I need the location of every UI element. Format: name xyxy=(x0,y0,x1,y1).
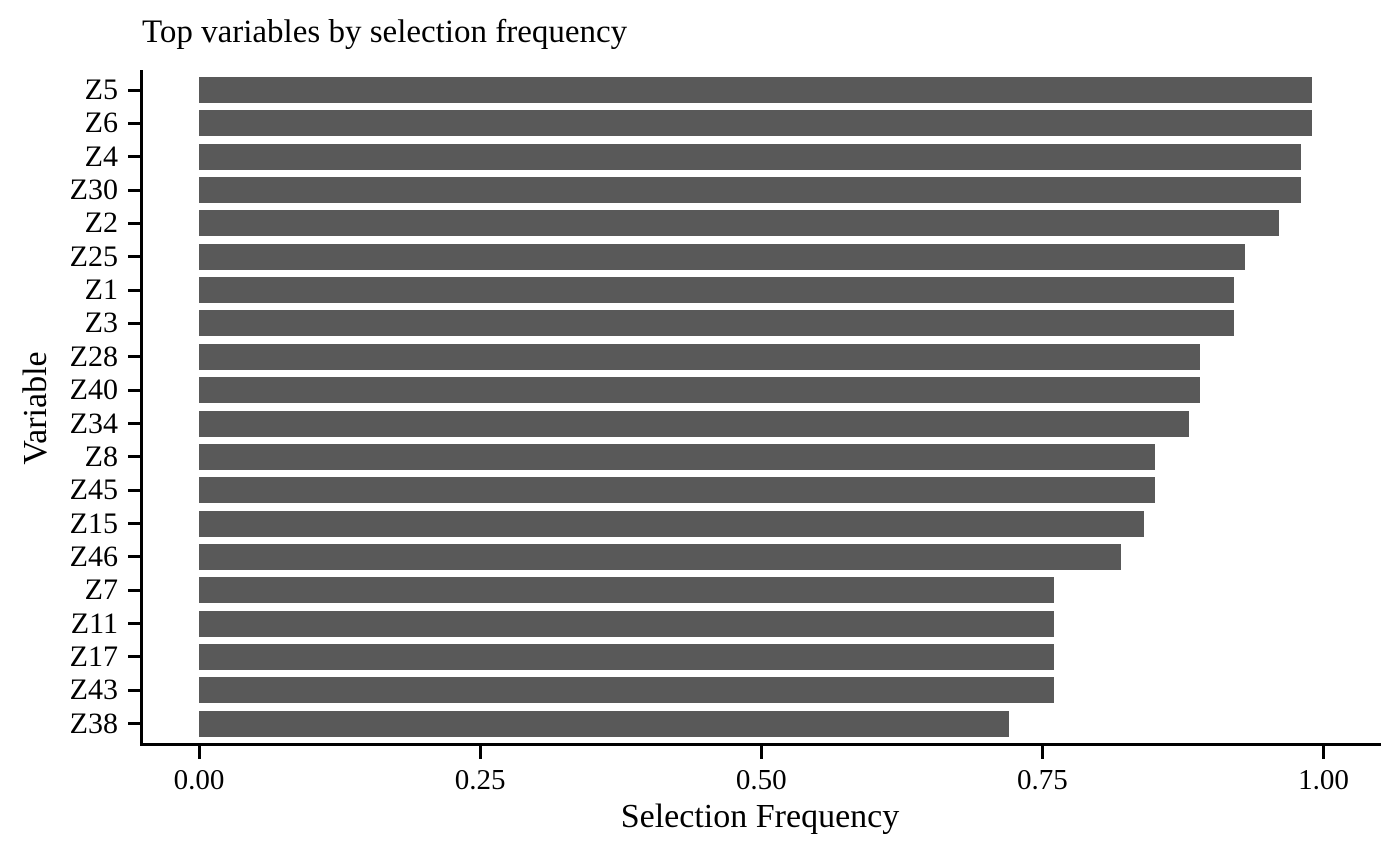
y-tick-label: Z17 xyxy=(69,639,118,673)
y-tick-mark xyxy=(128,321,140,325)
x-tick-label: 0.75 xyxy=(1017,764,1068,796)
y-tick-mark xyxy=(128,255,140,259)
y-tick-mark xyxy=(128,121,140,125)
x-tick-mark xyxy=(1322,746,1325,759)
bar xyxy=(199,210,1279,237)
bar xyxy=(199,110,1312,137)
y-tick-mark xyxy=(128,655,140,659)
bar xyxy=(199,643,1054,670)
x-tick-label: 0.25 xyxy=(454,764,506,796)
y-tick-mark xyxy=(128,88,140,92)
y-tick-mark xyxy=(128,388,140,392)
y-tick-label: Z2 xyxy=(84,206,118,240)
x-tick-mark xyxy=(197,746,201,759)
y-tick-mark xyxy=(128,455,140,459)
y-tick-label: Z3 xyxy=(84,306,118,340)
y-tick-label: Z8 xyxy=(84,439,118,473)
y-tick-label: Z45 xyxy=(69,473,118,507)
bar xyxy=(199,310,1234,337)
x-tick-label: 1.00 xyxy=(1298,764,1349,796)
x-tick-mark xyxy=(478,746,482,759)
y-tick-label: Z7 xyxy=(84,573,118,607)
bar xyxy=(199,410,1189,437)
bar xyxy=(199,577,1054,604)
y-tick-label: Z43 xyxy=(69,673,118,707)
bar xyxy=(199,510,1144,537)
bar xyxy=(199,177,1301,204)
y-tick-label: Z6 xyxy=(84,106,118,140)
y-tick-label: Z38 xyxy=(69,706,118,740)
y-tick-label: Z34 xyxy=(69,406,118,440)
y-tick-label: Z1 xyxy=(84,273,118,307)
y-tick-label: Z40 xyxy=(69,373,118,407)
y-tick-label: Z15 xyxy=(69,506,118,540)
y-tick-mark xyxy=(128,188,140,192)
y-tick-label: Z28 xyxy=(69,339,118,373)
bar xyxy=(199,277,1234,304)
chart-title: Top variables by selection frequency xyxy=(142,14,628,50)
y-tick-label: Z46 xyxy=(69,539,118,573)
y-tick-mark xyxy=(128,688,140,692)
x-tick-label: 0.50 xyxy=(735,764,787,796)
bar xyxy=(199,610,1054,637)
y-tick-mark xyxy=(128,722,140,726)
y-tick-mark xyxy=(128,288,140,292)
bar xyxy=(199,710,1009,737)
x-tick-mark xyxy=(1040,746,1044,759)
y-tick-mark xyxy=(128,422,140,425)
y-tick-mark xyxy=(128,522,140,526)
x-tick-mark xyxy=(759,746,763,759)
y-axis-line xyxy=(140,70,143,746)
x-tick-label: 0.00 xyxy=(173,764,225,796)
y-tick-mark xyxy=(128,622,140,626)
y-tick-label: Z11 xyxy=(70,606,118,640)
y-tick-label: Z4 xyxy=(84,139,118,173)
bar xyxy=(199,677,1054,704)
y-tick-label: Z5 xyxy=(84,73,118,106)
x-axis-line xyxy=(140,743,1381,746)
y-tick-mark xyxy=(128,221,140,225)
y-tick-mark xyxy=(128,555,140,559)
y-tick-mark xyxy=(128,588,140,592)
bar xyxy=(199,443,1155,470)
bar xyxy=(199,243,1245,270)
y-tick-label: Z30 xyxy=(69,173,118,207)
y-tick-mark xyxy=(128,355,140,359)
bar xyxy=(199,477,1155,504)
bar xyxy=(199,377,1200,404)
bar xyxy=(199,543,1121,570)
bar xyxy=(199,77,1312,103)
x-axis-title: Selection Frequency xyxy=(620,798,900,835)
y-tick-label: Z25 xyxy=(69,239,118,273)
y-tick-mark xyxy=(128,488,140,492)
bar xyxy=(199,143,1301,170)
y-tick-mark xyxy=(128,155,140,159)
bar xyxy=(199,343,1200,370)
